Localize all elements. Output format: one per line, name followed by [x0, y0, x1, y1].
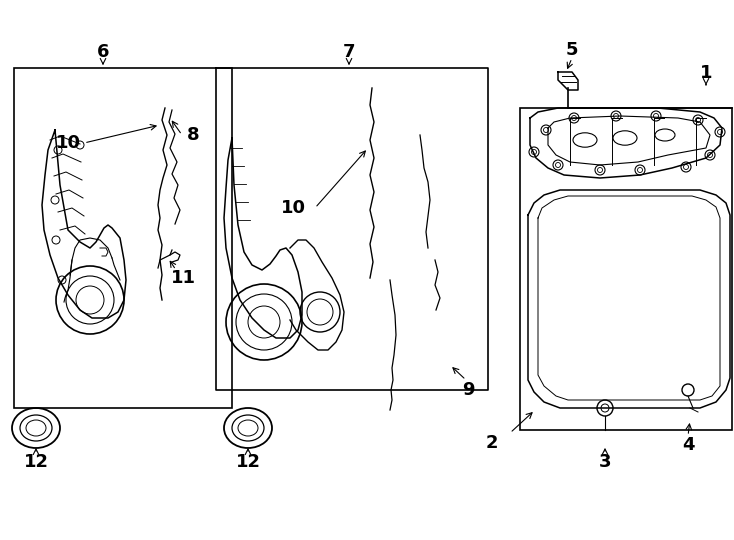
- Text: 7: 7: [343, 43, 355, 61]
- Text: 9: 9: [462, 381, 474, 399]
- Text: 12: 12: [236, 453, 261, 471]
- Text: 3: 3: [599, 453, 611, 471]
- Text: 11: 11: [170, 269, 195, 287]
- Text: 8: 8: [186, 126, 200, 144]
- Text: 1: 1: [700, 64, 712, 82]
- Text: 6: 6: [97, 43, 109, 61]
- Text: 12: 12: [23, 453, 48, 471]
- Text: 10: 10: [56, 134, 81, 152]
- Bar: [520, 108, 732, 430]
- Text: 4: 4: [682, 436, 694, 454]
- Text: 10: 10: [280, 199, 305, 217]
- Text: 2: 2: [486, 434, 498, 452]
- Bar: [14, 68, 232, 408]
- Text: 5: 5: [566, 41, 578, 59]
